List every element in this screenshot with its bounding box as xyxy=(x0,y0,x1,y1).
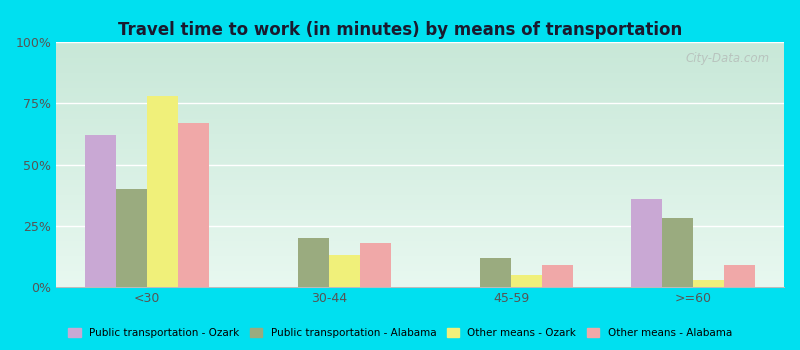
Bar xyxy=(511,275,542,287)
Bar xyxy=(631,199,662,287)
Bar xyxy=(178,123,209,287)
Text: Travel time to work (in minutes) by means of transportation: Travel time to work (in minutes) by mean… xyxy=(118,21,682,39)
Bar xyxy=(329,255,360,287)
Bar xyxy=(298,238,329,287)
Bar xyxy=(662,218,693,287)
Bar xyxy=(116,189,147,287)
Bar xyxy=(480,258,511,287)
Text: City-Data.com: City-Data.com xyxy=(686,52,770,65)
Bar xyxy=(724,265,755,287)
Bar xyxy=(147,96,178,287)
Bar xyxy=(360,243,391,287)
Bar xyxy=(693,280,724,287)
Legend: Public transportation - Ozark, Public transportation - Alabama, Other means - Oz: Public transportation - Ozark, Public tr… xyxy=(65,325,735,341)
Bar xyxy=(85,135,116,287)
Bar xyxy=(542,265,573,287)
